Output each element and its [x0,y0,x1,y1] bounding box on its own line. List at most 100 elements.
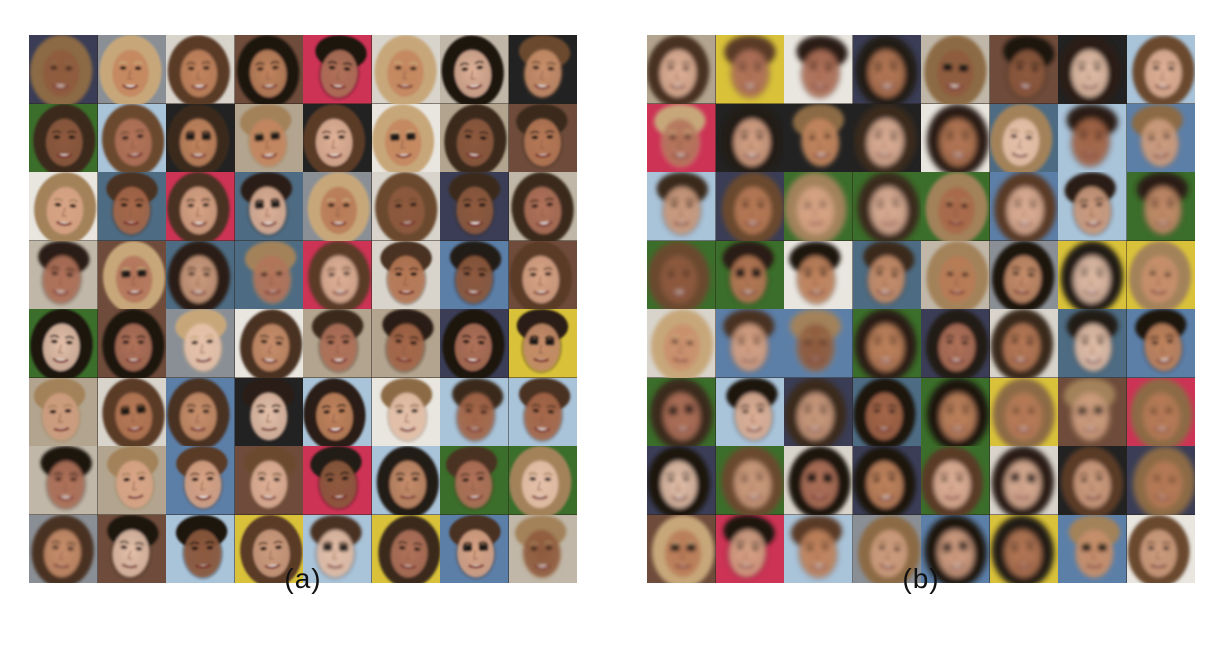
caption-a: (a) [284,563,322,594]
face-image [371,309,440,378]
face-image [784,377,853,446]
face-image [166,446,235,515]
face-image [989,446,1058,515]
face-image [647,240,716,309]
face-image [647,309,716,378]
face-image [989,103,1058,172]
face-image [989,240,1058,309]
face-image [508,377,577,446]
face-image [303,103,372,172]
face-image [715,446,784,515]
face-image [508,240,577,309]
face-image [784,446,853,515]
face-image [1126,35,1195,104]
face-image [852,35,921,104]
face-image [440,103,509,172]
face-image [921,172,990,241]
face-image [371,172,440,241]
face-image [29,377,98,446]
face-image [29,172,98,241]
face-image [508,172,577,241]
face-image [715,514,784,583]
face-image [371,377,440,446]
face-image [715,377,784,446]
face-image [29,446,98,515]
face-image [234,172,303,241]
face-image [784,172,853,241]
face-image [166,514,235,583]
face-image [1058,309,1127,378]
face-image [1126,240,1195,309]
face-image [371,514,440,583]
face-image [166,172,235,241]
face-image [921,240,990,309]
face-image [166,240,235,309]
face-image [784,309,853,378]
face-image [921,446,990,515]
face-image [647,103,716,172]
face-image [647,377,716,446]
face-image [784,35,853,104]
face-image [852,240,921,309]
face-image [1058,35,1127,104]
face-image [921,35,990,104]
face-image [852,446,921,515]
face-image [303,172,372,241]
panel-b [647,35,1195,583]
face-image [784,240,853,309]
face-image [303,377,372,446]
face-image [371,240,440,309]
face-image [989,377,1058,446]
face-image [1058,240,1127,309]
face-image [1058,172,1127,241]
face-image [440,514,509,583]
face-image [440,172,509,241]
face-image [989,35,1058,104]
face-grid-a [29,35,577,583]
panel-a [29,35,577,583]
face-image [440,35,509,104]
face-image [715,103,784,172]
face-image [440,309,509,378]
face-image [303,35,372,104]
face-image [921,377,990,446]
face-image [508,309,577,378]
face-image [303,446,372,515]
face-image [852,514,921,583]
face-image [29,103,98,172]
face-image [784,514,853,583]
face-image [1126,309,1195,378]
face-image [234,240,303,309]
face-image [440,446,509,515]
face-image [371,103,440,172]
face-image [715,309,784,378]
face-image [303,514,372,583]
face-image [1126,103,1195,172]
face-image [508,514,577,583]
face-image [371,35,440,104]
face-image [647,514,716,583]
face-image [1058,377,1127,446]
caption-b: (b) [902,563,940,594]
face-image [97,309,166,378]
face-image [166,309,235,378]
face-image [303,309,372,378]
face-image [1126,377,1195,446]
face-image [852,309,921,378]
face-image [921,103,990,172]
face-image [852,103,921,172]
face-image [29,240,98,309]
face-image [852,172,921,241]
face-image [97,240,166,309]
face-image [1126,446,1195,515]
face-image [784,103,853,172]
face-image [508,35,577,104]
face-image [1126,514,1195,583]
face-image [97,172,166,241]
face-image [29,309,98,378]
face-image [852,377,921,446]
face-grid-b [647,35,1195,583]
face-image [29,514,98,583]
face-image [234,377,303,446]
face-image [234,514,303,583]
